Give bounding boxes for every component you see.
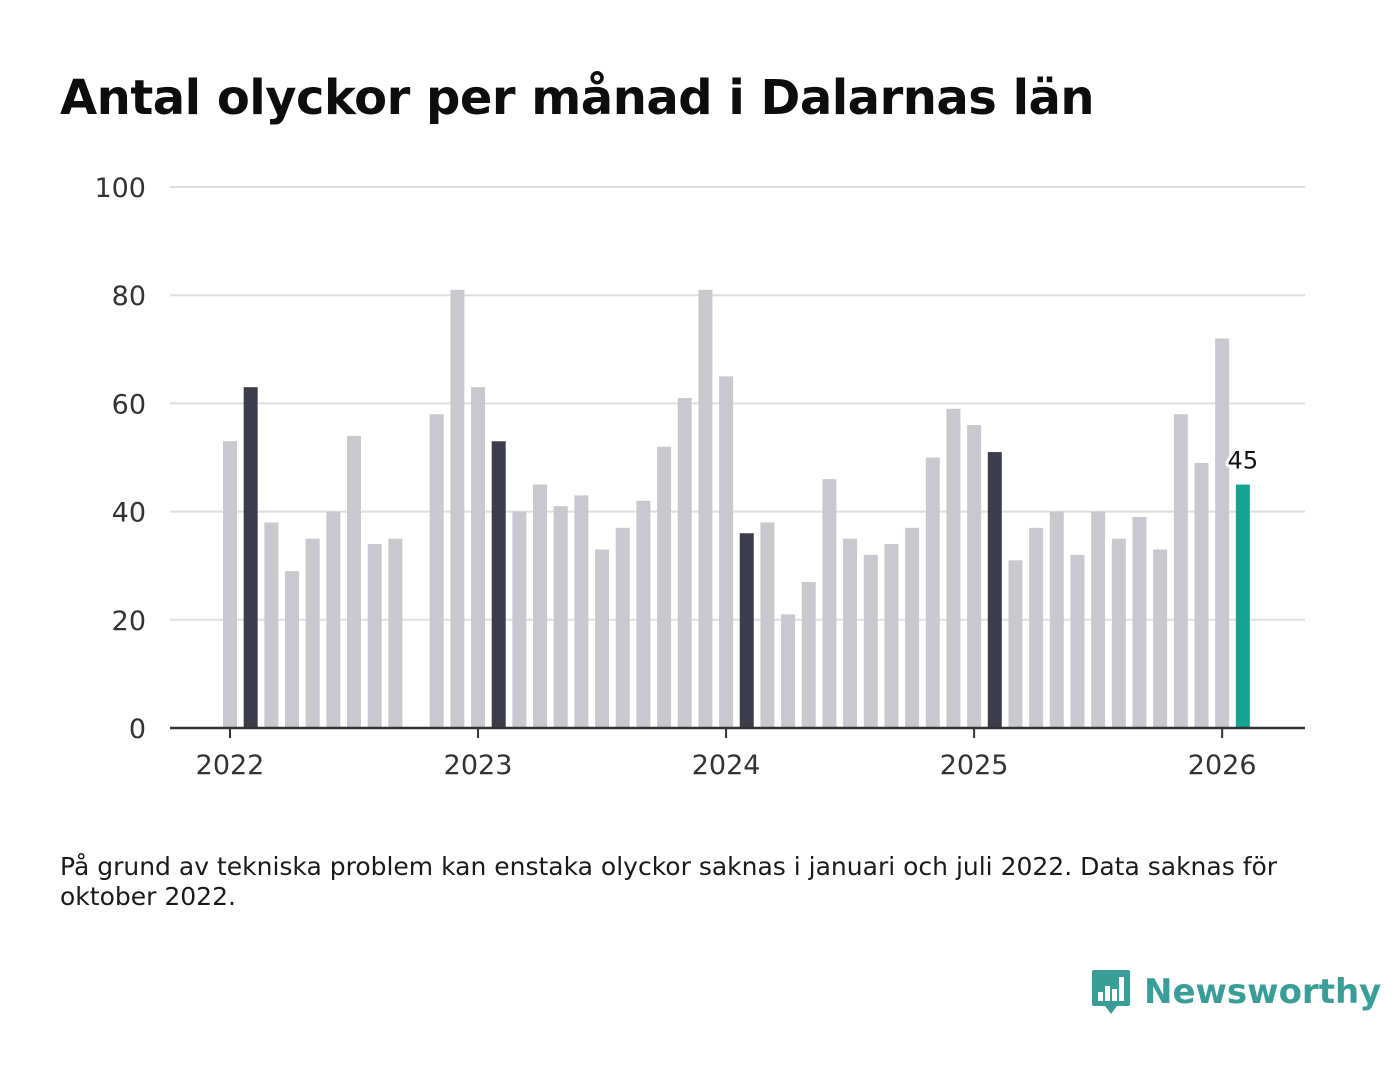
bar-2024-11 xyxy=(925,457,940,728)
bar-2022-11 xyxy=(429,414,444,728)
bar-2022-12 xyxy=(450,289,465,728)
y-tick-label: 100 xyxy=(94,173,146,204)
bar-2024-09 xyxy=(884,544,899,728)
bar-2024-12 xyxy=(946,408,961,728)
bar-2023-04 xyxy=(533,484,548,728)
bar-2023-12 xyxy=(698,289,713,728)
x-tick-label: 2024 xyxy=(692,750,761,781)
bar-2025-06 xyxy=(1070,554,1085,728)
bar-2025-07 xyxy=(1091,511,1106,728)
bar-2025-04 xyxy=(1029,527,1044,728)
y-axis-tick-labels: 0 20 40 60 80 100 xyxy=(94,173,146,745)
newsworthy-chart-icon xyxy=(1092,970,1130,1014)
bar-2022-03 xyxy=(264,522,279,728)
bar-2024-02 xyxy=(739,533,754,728)
bar-2022-08 xyxy=(367,544,382,728)
y-tick-label: 0 xyxy=(129,714,146,745)
brand-name: Newsworthy xyxy=(1144,972,1382,1012)
bar-2026-01 xyxy=(1215,338,1230,728)
bar-2024-06 xyxy=(822,479,837,728)
bar-2023-05 xyxy=(553,506,568,728)
x-axis-ticks: 2022 2023 2024 2025 2026 xyxy=(196,728,1257,781)
bar-2025-10 xyxy=(1153,549,1168,728)
bar-2023-08 xyxy=(615,527,630,728)
brand-logo[interactable]: Newsworthy xyxy=(1090,968,1381,1016)
bars xyxy=(223,289,1250,728)
bar-2025-05 xyxy=(1049,511,1064,728)
bar-2025-03 xyxy=(1008,560,1023,728)
x-tick-label: 2026 xyxy=(1188,750,1257,781)
annotations: 45 xyxy=(1225,444,1262,478)
bar-2024-10 xyxy=(905,527,920,728)
bar-2025-01 xyxy=(967,425,982,728)
bar-2023-06 xyxy=(574,495,589,728)
footnote: På grund av tekniska problem kan enstaka… xyxy=(60,852,1278,911)
x-tick-label: 2022 xyxy=(196,750,265,781)
y-tick-label: 60 xyxy=(112,389,146,420)
bar-2023-10 xyxy=(657,446,672,728)
bar-2022-02 xyxy=(243,387,258,728)
bar-2024-01 xyxy=(719,376,734,728)
bar-2025-09 xyxy=(1132,517,1147,728)
x-tick-label: 2023 xyxy=(444,750,513,781)
page-title: Antal olyckor per månad i Dalarnas län xyxy=(60,70,1095,126)
bar-2024-03 xyxy=(760,522,775,728)
bar-2022-07 xyxy=(347,435,362,728)
bar-2022-09 xyxy=(388,538,403,728)
bar-2025-11 xyxy=(1173,414,1188,728)
bar-2023-07 xyxy=(595,549,610,728)
bar-2023-03 xyxy=(512,511,527,728)
bar-2024-05 xyxy=(801,581,816,728)
bar-2025-02 xyxy=(987,452,1002,728)
x-tick-label: 2025 xyxy=(940,750,1009,781)
bar-2022-05 xyxy=(305,538,320,728)
bar-2022-06 xyxy=(326,511,341,728)
bar-2023-09 xyxy=(636,500,651,728)
bar-2024-07 xyxy=(843,538,858,728)
value-label: 45 xyxy=(1228,447,1259,475)
bar-2026-02 xyxy=(1235,484,1250,728)
bar-2025-08 xyxy=(1111,538,1126,728)
bar-2024-04 xyxy=(781,614,796,728)
y-tick-label: 40 xyxy=(112,498,146,529)
bar-2022-04 xyxy=(285,571,300,728)
bar-2025-12 xyxy=(1194,462,1209,728)
bar-2024-08 xyxy=(863,554,878,728)
bar-2022-01 xyxy=(223,441,237,728)
y-tick-label: 20 xyxy=(112,606,146,637)
bar-2023-11 xyxy=(677,397,692,728)
bar-2023-01 xyxy=(471,387,486,728)
bar-2023-02 xyxy=(491,441,506,728)
y-tick-label: 80 xyxy=(112,281,146,312)
bar-chart: 0 20 40 60 80 100 2022 2023 2024 2025 2026 45 xyxy=(94,173,1305,781)
